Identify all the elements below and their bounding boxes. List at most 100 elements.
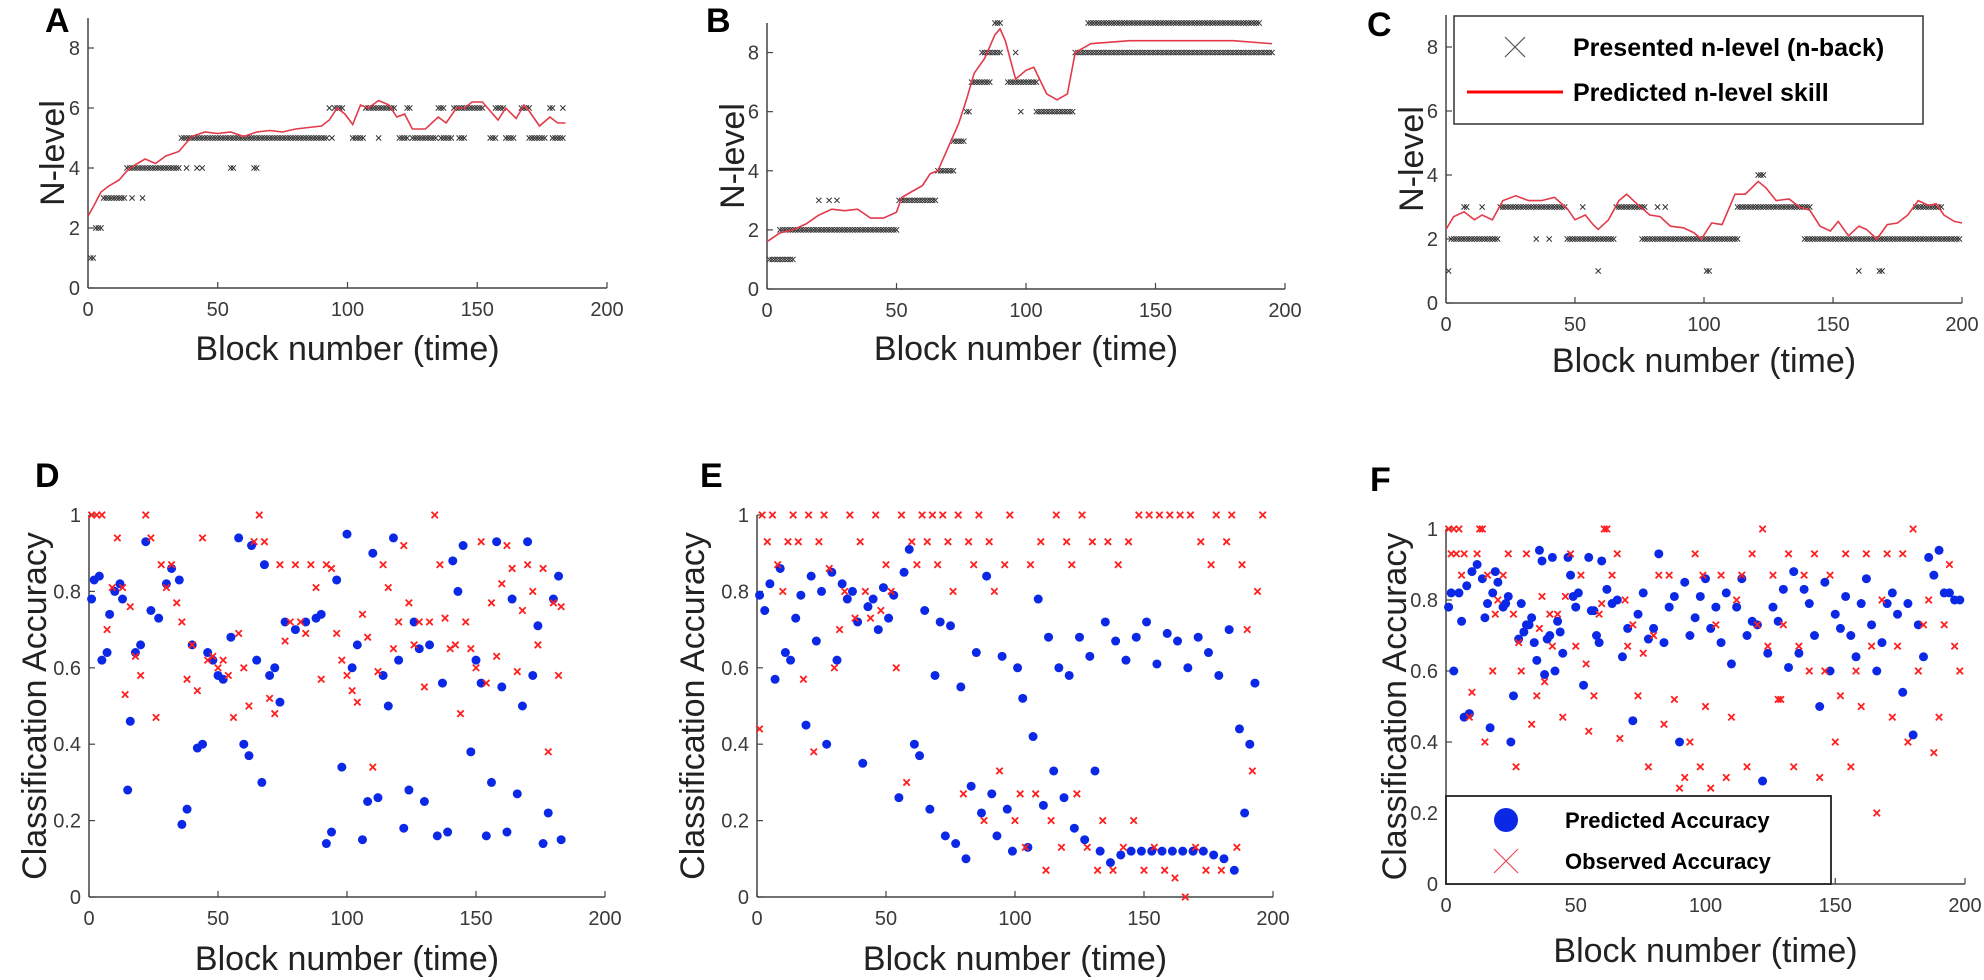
legend-entry: Predicted n-level skill (1573, 79, 1829, 107)
presented-marker (813, 226, 820, 233)
presented-marker (443, 135, 450, 141)
presented-marker (1623, 204, 1630, 210)
presented-marker (1548, 204, 1555, 210)
observed-marker (1504, 550, 1513, 558)
presented-marker (1087, 20, 1094, 26)
predicted-dot (1592, 631, 1602, 640)
predicted-dot (971, 648, 981, 658)
presented-marker (1085, 49, 1092, 56)
presented-marker (1082, 49, 1089, 56)
predicted-dot (1064, 670, 1074, 680)
y-tick-label: 2 (748, 220, 759, 242)
predicted-dot (987, 789, 997, 799)
observed-marker (446, 644, 455, 653)
presented-marker (1868, 236, 1875, 242)
presented-marker (1837, 236, 1844, 242)
presented-marker (539, 135, 546, 141)
presented-marker (919, 197, 926, 204)
presented-marker (1902, 236, 1909, 242)
observed-marker (1227, 511, 1236, 519)
presented-marker (1173, 49, 1180, 56)
predicted-dot (1690, 613, 1700, 623)
presented-marker (352, 135, 359, 141)
presented-marker (1025, 79, 1032, 86)
presented-marker (1201, 20, 1208, 26)
predicted-dot (394, 655, 404, 665)
presented-marker (139, 165, 146, 171)
presented-marker (1240, 20, 1247, 26)
predicted-dot (252, 655, 262, 665)
presented-marker (1915, 204, 1922, 210)
presented-marker (1858, 236, 1865, 242)
observed-marker (1629, 621, 1637, 629)
observed-marker (384, 583, 393, 592)
observed-marker (198, 534, 207, 542)
predicted-dot (1508, 691, 1518, 701)
presented-marker (354, 135, 361, 141)
presented-marker (373, 105, 379, 111)
presented-marker (867, 226, 874, 233)
presented-marker (199, 165, 206, 171)
presented-marker (1458, 236, 1465, 242)
observed-marker (1238, 560, 1246, 569)
observed-marker (1243, 625, 1252, 634)
observed-marker (1155, 511, 1164, 519)
x-tick-label: 200 (588, 908, 621, 930)
presented-marker (883, 226, 890, 233)
presented-marker (901, 197, 908, 204)
predicted-dot (1038, 800, 1048, 810)
presented-marker (1504, 204, 1511, 210)
presented-marker (1103, 20, 1110, 26)
predicted-dot (1013, 663, 1023, 673)
presented-marker (1191, 49, 1198, 56)
presented-marker (162, 165, 169, 171)
observed-marker (374, 667, 382, 676)
predicted-dot (1018, 693, 1028, 703)
predicted-dot (1537, 556, 1547, 566)
observed-marker (126, 602, 135, 611)
presented-marker (251, 135, 258, 141)
presented-marker (1450, 236, 1457, 242)
observed-marker (281, 637, 289, 645)
observed-marker (882, 560, 890, 569)
presented-marker (1582, 236, 1589, 242)
presented-marker (981, 79, 988, 86)
presented-marker (815, 226, 822, 233)
presented-marker (318, 135, 325, 141)
presented-marker (1051, 108, 1058, 115)
observed-marker (1878, 596, 1886, 604)
observed-marker (136, 671, 145, 680)
observed-marker (1831, 738, 1840, 746)
presented-marker (815, 197, 822, 204)
predicted-dot (1028, 732, 1038, 742)
predicted-dot (863, 602, 873, 612)
observed-marker (1795, 642, 1803, 650)
presented-marker (1017, 79, 1024, 86)
observed-marker (456, 709, 465, 718)
presented-marker (1471, 236, 1478, 242)
presented-marker (800, 226, 807, 233)
observed-marker (1553, 610, 1562, 619)
presented-marker (1739, 204, 1746, 210)
presented-marker (1028, 79, 1035, 86)
observed-marker (1621, 596, 1629, 604)
presented-marker (129, 195, 136, 201)
observed-marker (1083, 843, 1092, 852)
predicted-dot (1778, 584, 1788, 594)
presented-marker (287, 135, 294, 141)
observed-marker (794, 537, 803, 546)
presented-marker (1243, 20, 1250, 26)
observed-marker (528, 587, 537, 596)
observed-marker (755, 725, 764, 733)
presented-marker (924, 197, 931, 204)
presented-marker (826, 197, 833, 204)
plot-marks (87, 511, 566, 849)
presented-marker (1724, 236, 1731, 242)
presented-marker (261, 135, 268, 141)
observed-marker (188, 641, 197, 649)
observed-marker (152, 713, 160, 722)
predicted-dot (1131, 632, 1141, 642)
presented-marker (448, 135, 455, 141)
predicted-dot (1007, 846, 1017, 856)
predicted-dot (1240, 808, 1250, 818)
